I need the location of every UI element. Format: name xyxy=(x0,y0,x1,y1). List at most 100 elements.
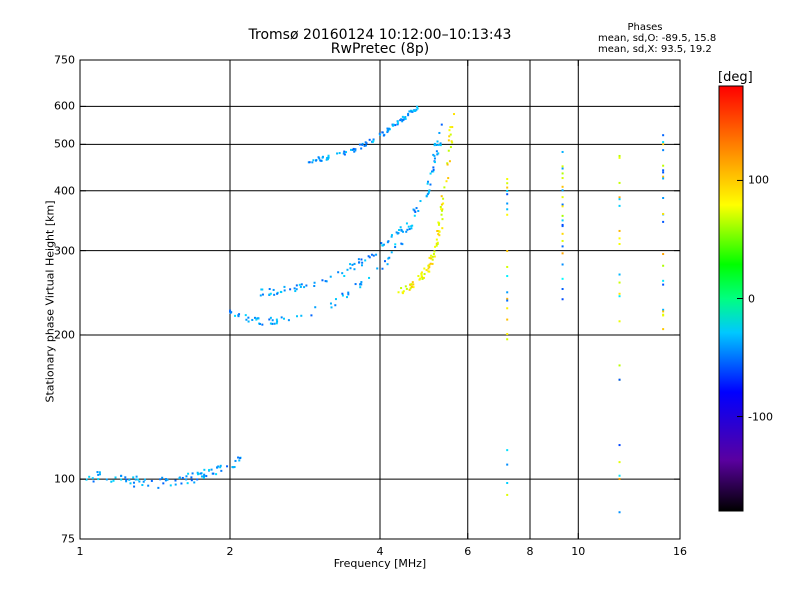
echo-point xyxy=(343,150,346,153)
echo-point xyxy=(437,233,440,236)
echo-point xyxy=(451,141,454,144)
echo-point xyxy=(308,161,311,164)
echo-point xyxy=(403,116,406,119)
echo-point xyxy=(180,482,183,485)
echo-point xyxy=(428,256,431,259)
echo-point xyxy=(413,109,416,112)
echo-point xyxy=(203,474,206,477)
echo-point xyxy=(324,280,327,283)
echo-point xyxy=(234,314,237,317)
echo-point xyxy=(432,170,435,173)
x-axis-label: Frequency [MHz] xyxy=(333,557,427,570)
echo-point xyxy=(142,480,145,483)
echo-point xyxy=(561,177,564,180)
echo-point xyxy=(334,298,337,301)
echo-point xyxy=(618,364,621,367)
echo-point xyxy=(662,328,665,331)
echo-point xyxy=(134,478,137,481)
echo-point xyxy=(125,478,128,481)
echo-point xyxy=(268,288,271,291)
echo-point xyxy=(410,110,413,113)
echo-point xyxy=(364,259,367,262)
echo-point xyxy=(433,142,436,145)
echo-point xyxy=(300,283,303,286)
echo-point xyxy=(133,485,136,488)
echo-point xyxy=(298,283,301,286)
echo-point xyxy=(397,291,400,294)
echo-point xyxy=(427,264,430,267)
echo-point xyxy=(299,285,302,288)
colorbar-tick-label: 100 xyxy=(748,173,769,187)
echo-point xyxy=(618,461,621,464)
y-tick-label: 100 xyxy=(54,472,75,486)
y-tick-label: 600 xyxy=(54,99,75,113)
echo-point xyxy=(381,244,384,247)
echo-point xyxy=(372,138,375,141)
echo-point xyxy=(352,147,355,150)
echo-point xyxy=(410,227,413,230)
echo-point xyxy=(441,218,444,221)
x-tick-label: 8 xyxy=(526,545,534,558)
axis-ticks xyxy=(79,59,681,540)
echo-point xyxy=(386,127,389,130)
echo-point xyxy=(662,212,665,215)
echo-point xyxy=(618,181,621,184)
echo-point xyxy=(420,275,423,278)
echo-point xyxy=(404,285,407,288)
echo-point xyxy=(401,243,404,246)
echo-point xyxy=(421,277,424,280)
echo-point xyxy=(438,131,441,134)
echo-point xyxy=(237,456,240,459)
echo-point xyxy=(435,150,438,153)
echo-point xyxy=(320,159,323,162)
echo-point xyxy=(432,153,435,156)
echo-point xyxy=(295,288,298,291)
echo-point xyxy=(415,108,418,111)
echo-point xyxy=(238,459,241,462)
echo-point xyxy=(329,302,332,305)
echo-point xyxy=(418,278,421,281)
echo-point xyxy=(408,110,411,113)
echo-point xyxy=(98,473,101,476)
echo-point xyxy=(435,244,438,247)
echo-point xyxy=(357,258,360,261)
echo-point xyxy=(247,320,250,323)
echo-point xyxy=(136,478,139,481)
echo-point xyxy=(200,475,203,478)
echo-point xyxy=(147,484,150,487)
echo-point xyxy=(506,189,509,192)
echo-point xyxy=(169,484,172,487)
colorbar-unit: [deg] xyxy=(718,70,753,85)
echo-point xyxy=(325,280,328,283)
echo-point xyxy=(261,293,264,296)
echo-point xyxy=(341,292,344,295)
echo-point xyxy=(407,114,410,117)
y-tick-label: 750 xyxy=(54,53,75,67)
echo-point xyxy=(561,277,564,280)
echo-point xyxy=(429,262,432,265)
echo-point xyxy=(390,234,393,237)
echo-point xyxy=(441,208,444,211)
echo-point xyxy=(376,267,379,270)
echo-point xyxy=(561,223,564,226)
echo-point xyxy=(440,203,443,206)
echo-point xyxy=(283,285,286,288)
echo-point xyxy=(448,129,451,132)
echo-point xyxy=(426,182,429,185)
echo-point xyxy=(399,226,402,229)
echo-point xyxy=(368,138,371,141)
echo-point xyxy=(343,153,346,156)
echo-point xyxy=(202,475,205,478)
echo-point xyxy=(196,478,199,481)
echo-point xyxy=(387,129,390,132)
echo-point xyxy=(561,214,564,217)
echo-point xyxy=(506,333,509,336)
echo-point xyxy=(372,254,375,257)
echo-point xyxy=(438,234,441,237)
echo-point xyxy=(337,271,340,274)
echo-point xyxy=(341,294,344,297)
echo-point xyxy=(346,296,349,299)
echo-point xyxy=(440,195,443,198)
echo-point xyxy=(439,205,442,208)
echo-point xyxy=(256,317,259,320)
